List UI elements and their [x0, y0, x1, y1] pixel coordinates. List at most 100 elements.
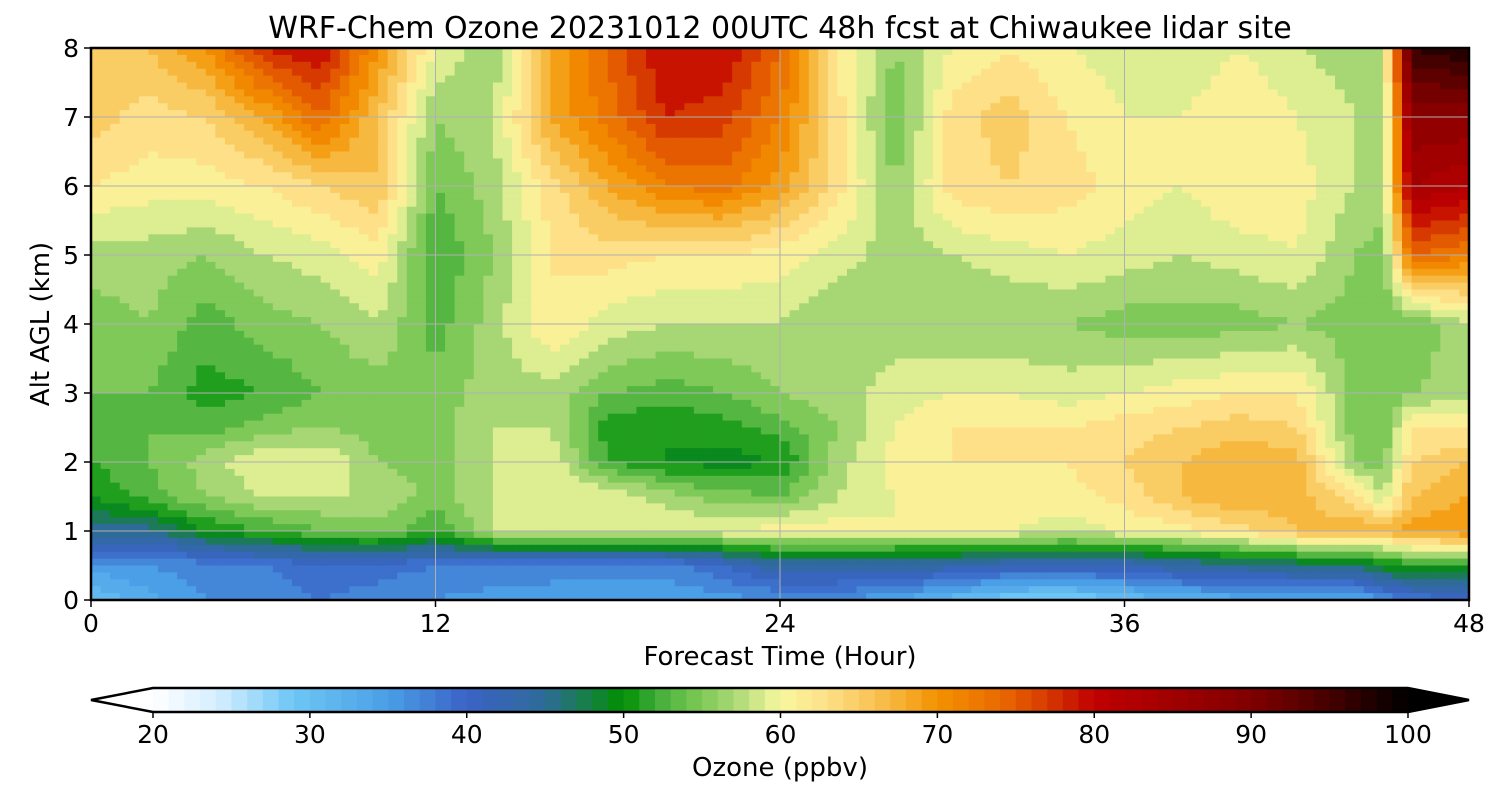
heatmap-cell: [100, 268, 111, 277]
heatmap-cell: [531, 68, 542, 77]
heatmap-cell: [1277, 130, 1288, 139]
heatmap-cell: [119, 268, 130, 277]
heatmap-cell: [397, 137, 408, 146]
heatmap-cell: [665, 248, 676, 256]
heatmap-cell: [454, 199, 465, 208]
heatmap-cell: [971, 255, 982, 263]
heatmap-cell: [808, 68, 819, 77]
heatmap-cell: [1430, 123, 1441, 132]
heatmap-cell: [473, 220, 484, 228]
heatmap-cell: [378, 234, 389, 242]
heatmap-cell: [1229, 151, 1240, 159]
heatmap-cell: [157, 186, 169, 194]
heatmap-cell: [751, 68, 762, 77]
heatmap-cell: [1239, 117, 1250, 125]
heatmap-cell: [990, 54, 1001, 63]
heatmap-cell: [1019, 158, 1030, 166]
heatmap-cell: [531, 275, 542, 284]
heatmap-cell: [770, 282, 781, 291]
heatmap-cell: [550, 130, 561, 139]
heatmap-cell: [1306, 110, 1317, 118]
heatmap-cell: [1421, 227, 1432, 235]
heatmap-cell: [607, 54, 618, 63]
heatmap-cell: [789, 165, 800, 173]
heatmap-cell: [110, 255, 121, 263]
heatmap-cell: [205, 261, 216, 270]
heatmap-cell: [665, 261, 676, 270]
heatmap-cell: [1392, 213, 1403, 222]
heatmap-cell: [626, 213, 638, 222]
heatmap-cell: [1459, 144, 1469, 153]
heatmap-cell: [282, 165, 293, 173]
heatmap-cell: [1019, 165, 1030, 173]
heatmap-cell: [473, 268, 484, 277]
heatmap-cell: [1009, 75, 1020, 84]
heatmap-cell: [1258, 144, 1269, 153]
heatmap-cell: [1134, 179, 1145, 187]
heatmap-cell: [1095, 199, 1106, 208]
heatmap-cell: [760, 158, 772, 166]
heatmap-cell: [244, 192, 255, 201]
heatmap-cell: [1086, 192, 1097, 201]
heatmap-cell: [665, 206, 676, 215]
heatmap-cell: [473, 130, 484, 139]
heatmap-cell: [646, 130, 657, 139]
heatmap-cell: [1229, 82, 1240, 90]
heatmap-cell: [349, 241, 360, 249]
heatmap-cell: [1268, 261, 1279, 270]
heatmap-cell: [1105, 130, 1116, 139]
heatmap-cell: [904, 241, 915, 249]
heatmap-cell: [827, 158, 839, 166]
heatmap-cell: [1430, 275, 1441, 284]
heatmap-cell: [91, 275, 102, 284]
heatmap-cell: [1201, 103, 1212, 111]
heatmap-cell: [1459, 206, 1469, 215]
heatmap-cell: [980, 172, 992, 180]
heatmap-cell: [550, 282, 561, 291]
heatmap-cell: [531, 248, 542, 256]
heatmap-cell: [1086, 172, 1097, 180]
heatmap-cell: [1306, 234, 1317, 242]
heatmap-cell: [119, 68, 130, 77]
heatmap-cell: [311, 261, 322, 270]
heatmap-cell: [358, 110, 370, 118]
heatmap-cell: [1134, 89, 1145, 97]
heatmap-cell: [665, 241, 676, 249]
heatmap-cell: [1067, 117, 1078, 125]
heatmap-cell: [674, 117, 685, 125]
heatmap-cell: [588, 158, 599, 166]
heatmap-cell: [722, 192, 733, 201]
heatmap-cell: [971, 213, 982, 222]
heatmap-cell: [579, 96, 590, 104]
heatmap-cell: [732, 186, 743, 194]
heatmap-cell: [636, 130, 647, 139]
heatmap-cell: [808, 48, 819, 56]
heatmap-cell: [617, 144, 628, 153]
heatmap-cell: [1095, 248, 1106, 256]
heatmap-cell: [1306, 130, 1317, 139]
heatmap-cell: [129, 268, 140, 277]
heatmap-cell: [138, 123, 150, 132]
heatmap-cell: [1124, 103, 1135, 111]
heatmap-cell: [1287, 179, 1298, 187]
heatmap-cell: [1296, 186, 1307, 194]
heatmap-cell: [1306, 165, 1317, 173]
heatmap-cell: [416, 234, 427, 242]
heatmap-cell: [894, 192, 905, 201]
heatmap-cell: [1277, 186, 1288, 194]
heatmap-cell: [215, 192, 226, 201]
heatmap-cell: [674, 234, 685, 242]
heatmap-cell: [406, 117, 417, 125]
heatmap-cell: [550, 261, 561, 270]
heatmap-cell: [980, 261, 992, 270]
heatmap-cell: [741, 261, 752, 270]
heatmap-cell: [980, 158, 992, 166]
heatmap-cell: [119, 241, 130, 249]
heatmap-cell: [980, 186, 992, 194]
heatmap-cell: [1114, 48, 1126, 56]
heatmap-cell: [933, 68, 944, 77]
heatmap-cell: [1325, 137, 1336, 146]
heatmap-cell: [837, 75, 848, 84]
heatmap-cell: [971, 68, 982, 77]
heatmap-cell: [502, 227, 513, 235]
